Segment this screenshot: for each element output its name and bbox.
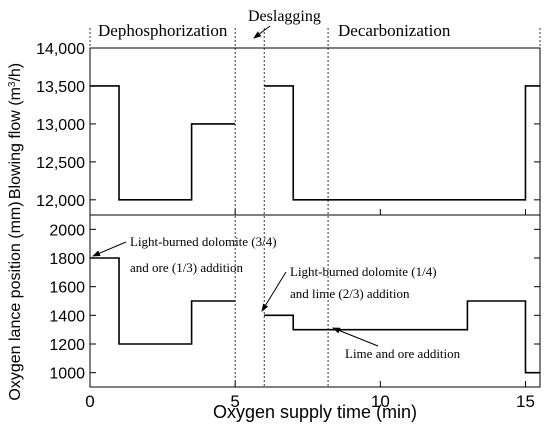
x-tick-label: 0 xyxy=(85,392,94,411)
stage-label-decarbonization: Decarbonization xyxy=(338,21,451,40)
top-plot-frame xyxy=(89,47,541,216)
top-y-axis-title: Blowing flow (m3/h) xyxy=(7,63,25,199)
x-axis-title: Oxygen supply time (min) xyxy=(213,402,417,422)
stage-divider-lines xyxy=(89,28,541,387)
annotation-dolomite-lime-line1: Light-burned dolomite (1/4) xyxy=(290,264,437,279)
bottom-y-axis-title: Oxygen lance position (mm) xyxy=(7,201,24,400)
flow-series-segment-2 xyxy=(264,85,540,201)
flow-y-tick-label: 12,500 xyxy=(36,155,85,172)
x-tick-label: 15 xyxy=(516,392,535,411)
lance-y-tick-label: 1800 xyxy=(49,251,85,268)
flow-series-segment-1 xyxy=(90,85,236,201)
stage-label-deslagging: Deslagging xyxy=(248,8,321,25)
lance-y-tick-label: 1400 xyxy=(49,308,85,325)
top-axis-ticks: 12,000 12,500 13,000 13,500 14,000 xyxy=(36,41,540,215)
x-tick-label: 10 xyxy=(371,392,390,411)
flow-y-tick-label: 13,500 xyxy=(36,79,85,96)
flow-y-tick-label: 12,000 xyxy=(36,193,85,210)
x-tick-label: 5 xyxy=(230,392,239,411)
bottom-plot-frame xyxy=(89,214,541,388)
flow-y-tick-label: 13,000 xyxy=(36,117,85,134)
lance-y-tick-label: 2000 xyxy=(49,222,85,239)
blowing-flow-series xyxy=(90,85,540,201)
annotation-lime-ore-arrow xyxy=(332,327,379,347)
lance-position-series xyxy=(90,257,540,374)
lance-series-segment-1 xyxy=(90,257,236,345)
annotation-dolomite-ore-line2: and ore (1/3) addition xyxy=(130,260,243,275)
lance-y-tick-label: 1600 xyxy=(49,280,85,297)
annotation-dolomite-ore-line1: Light-burned dolomite (3/4) xyxy=(130,234,277,249)
bottom-axis-ticks: 1000 1200 1400 1600 1800 2000 0 5 10 15 xyxy=(49,222,540,411)
annotation-dolomite-lime-arrow xyxy=(261,271,287,312)
lance-y-tick-label: 1200 xyxy=(49,337,85,354)
lance-series-segment-2 xyxy=(264,300,540,374)
lance-y-tick-label: 1000 xyxy=(49,366,85,383)
annotation-lime-ore: Lime and ore addition xyxy=(345,346,461,361)
stage-label-dephosphorization: Dephosphorization xyxy=(98,21,228,40)
annotation-dolomite-lime-line2: and lime (2/3) addition xyxy=(290,286,410,301)
flow-y-tick-label: 14,000 xyxy=(36,41,85,58)
deslagging-arrow xyxy=(253,25,271,39)
annotation-dolomite-ore-arrow xyxy=(92,241,127,257)
